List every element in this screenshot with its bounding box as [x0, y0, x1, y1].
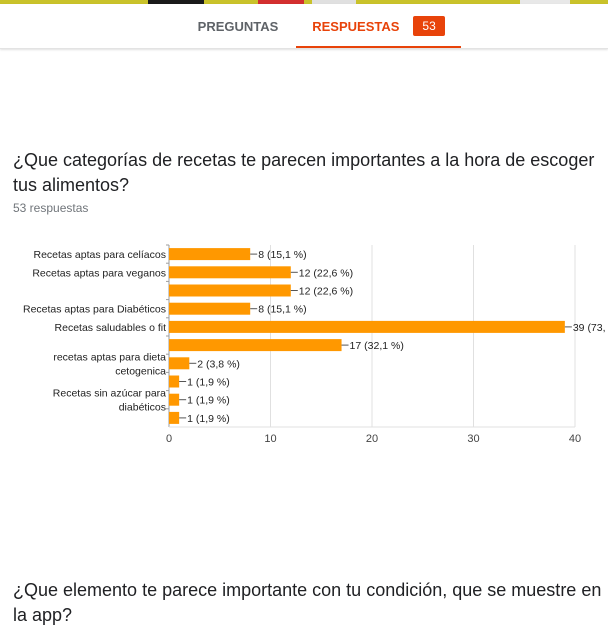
data-label: 12 (22,6 %) — [299, 286, 353, 298]
data-label: 8 (15,1 %) — [258, 249, 306, 261]
data-label: 1 (1,9 %) — [187, 413, 230, 425]
x-tick-label: 30 — [467, 433, 479, 445]
tab-respuestas[interactable]: RESPUESTAS 53 — [296, 4, 461, 48]
chart-bar — [169, 284, 291, 297]
responses-bar-chart: 8 (15,1 %) 12 (22,6 %) 12 (22,6 %) 8 (15,1 … — [23, 244, 606, 445]
category-label: Recetas aptas para veganos — [32, 267, 166, 279]
active-tab-indicator — [296, 46, 461, 48]
chart-axes: 0 10 20 30 40 Recetas aptas para celíacos Rece… — [23, 244, 581, 445]
x-tick-label: 20 — [366, 433, 378, 445]
responses-count-badge: 53 — [413, 16, 445, 36]
data-label: 2 (3,8 %) — [197, 358, 240, 370]
response-count: 53 respuestas — [13, 201, 89, 215]
chart-bar — [169, 266, 291, 279]
chart-bar — [169, 375, 180, 388]
data-label: 1 (1,9 %) — [187, 395, 230, 407]
header-image-strip — [0, 0, 608, 4]
category-label: Recetas aptas para Diabéticos — [23, 304, 166, 316]
x-tick-label: 40 — [569, 433, 581, 445]
chart-bar — [169, 393, 180, 406]
category-label: diabéticos — [119, 402, 166, 414]
chart-bar — [169, 339, 342, 352]
data-label: 39 (73, — [573, 322, 606, 334]
tab-respuestas-label: RESPUESTAS — [312, 18, 400, 34]
category-label: Recetas sin azúcar para — [53, 388, 166, 400]
category-label: Recetas saludables o fit — [55, 322, 167, 334]
category-label: recetas aptas para dieta — [53, 351, 166, 363]
chart-bar — [169, 320, 565, 333]
chart-bar — [169, 302, 251, 315]
tab-bar: PREGUNTAS RESPUESTAS 53 — [0, 4, 608, 49]
chart-bars: 8 (15,1 %) 12 (22,6 %) 12 (22,6 %) 8 (15,1 … — [169, 248, 606, 425]
data-label: 8 (15,1 %) — [258, 304, 306, 316]
data-label: 17 (32,1 %) — [350, 340, 404, 352]
category-label: cetogenica — [115, 365, 166, 377]
question-title: ¿Que categorías de recetas te parecen im… — [13, 150, 595, 195]
category-label: Recetas aptas para celíacos — [34, 249, 167, 261]
x-tick-label: 0 — [166, 433, 172, 445]
data-label: 12 (22,6 %) — [299, 267, 353, 279]
chart-bar — [169, 411, 180, 424]
next-question-title: ¿Que elemento te parece importante con t… — [13, 580, 602, 625]
tab-preguntas[interactable]: PREGUNTAS — [184, 4, 292, 48]
chart-bar — [169, 248, 251, 261]
tab-preguntas-label: PREGUNTAS — [197, 18, 279, 34]
chart-bar — [169, 357, 190, 370]
data-label: 1 (1,9 %) — [187, 377, 230, 389]
x-tick-label: 10 — [264, 433, 276, 445]
